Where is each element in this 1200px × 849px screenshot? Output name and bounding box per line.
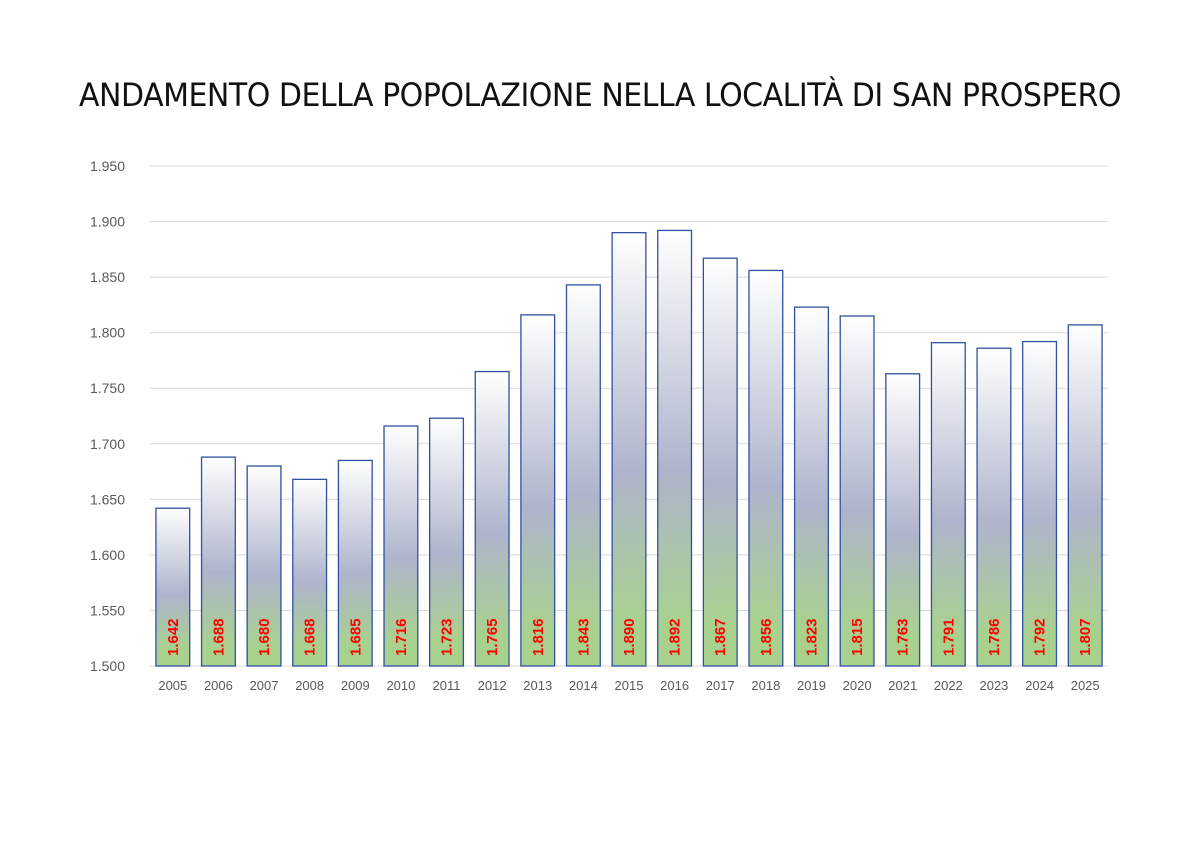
bar-2015 <box>611 232 647 667</box>
y-tick-label: 1.850 <box>90 269 125 285</box>
bar-2021 <box>885 373 921 667</box>
x-tick-label: 2025 <box>1071 678 1100 693</box>
bar-2018 <box>748 269 784 667</box>
data-labels: 1.642 1.688 1.680 1.668 1.685 1.716 1.723 1.765… <box>165 618 1094 656</box>
x-tick-label: 2024 <box>1025 678 1054 693</box>
bar-2010 <box>383 425 419 667</box>
data-label: 1.843 <box>575 618 592 656</box>
bar-2017 <box>702 257 738 667</box>
x-tick-label: 2010 <box>386 678 415 693</box>
x-tick-label: 2022 <box>934 678 963 693</box>
data-label: 1.815 <box>849 618 866 656</box>
bar-2023 <box>976 347 1012 667</box>
y-tick-label: 1.950 <box>90 158 125 174</box>
x-tick-label: 2019 <box>797 678 826 693</box>
bar-2008 <box>292 478 328 667</box>
chart-title: ANDAMENTO DELLA POPOLAZIONE NELLA LOCALI… <box>79 76 1121 115</box>
x-tick-label: 2023 <box>979 678 1008 693</box>
bar-2016 <box>657 229 693 667</box>
y-tick-label: 1.550 <box>90 602 125 618</box>
bar-2007 <box>246 465 282 667</box>
x-tick-label: 2007 <box>250 678 279 693</box>
y-axis: 1.500 1.550 1.600 1.650 1.700 1.750 1.800 1.850… <box>90 158 125 674</box>
y-tick-label: 1.500 <box>90 658 125 674</box>
data-label: 1.642 <box>165 618 182 656</box>
bar-2014 <box>565 284 601 667</box>
bars <box>155 229 1103 667</box>
x-tick-label: 2020 <box>843 678 872 693</box>
data-label: 1.765 <box>484 618 501 656</box>
data-label: 1.856 <box>758 618 775 656</box>
x-tick-label: 2011 <box>433 678 461 693</box>
y-tick-label: 1.600 <box>90 547 125 563</box>
bar-2005 <box>155 507 191 667</box>
x-tick-label: 2009 <box>341 678 370 693</box>
data-label: 1.807 <box>1077 618 1094 656</box>
data-label: 1.816 <box>530 618 547 656</box>
x-tick-label: 2015 <box>615 678 644 693</box>
y-tick-label: 1.900 <box>90 214 125 230</box>
bar-2019 <box>793 306 830 667</box>
bar-2020 <box>839 315 875 667</box>
bar-2012 <box>474 370 510 667</box>
y-tick-label: 1.750 <box>90 380 125 396</box>
data-label: 1.685 <box>347 618 364 656</box>
data-label: 1.892 <box>667 618 684 656</box>
x-tick-label: 2012 <box>478 678 507 693</box>
bar-2013 <box>520 314 556 667</box>
data-label: 1.867 <box>712 618 729 656</box>
y-tick-label: 1.700 <box>90 436 125 452</box>
x-tick-label: 2017 <box>706 678 735 693</box>
x-tick-label: 2005 <box>158 678 187 693</box>
data-label: 1.723 <box>439 618 456 656</box>
data-label: 1.716 <box>393 618 410 656</box>
data-label: 1.688 <box>210 618 227 656</box>
data-label: 1.786 <box>986 618 1003 656</box>
data-label: 1.823 <box>803 618 820 656</box>
x-tick-label: 2008 <box>295 678 324 693</box>
bar-2022 <box>930 342 966 667</box>
x-tick-label: 2006 <box>204 678 233 693</box>
bar-2025 <box>1067 324 1103 667</box>
x-tick-label: 2018 <box>751 678 780 693</box>
x-tick-label: 2014 <box>569 678 598 693</box>
bar-2011 <box>428 417 465 667</box>
data-label: 1.792 <box>1032 618 1049 656</box>
y-tick-label: 1.800 <box>90 325 125 341</box>
x-tick-label: 2016 <box>660 678 689 693</box>
x-tick-label: 2013 <box>523 678 552 693</box>
bar-2009 <box>337 459 373 667</box>
bar-2024 <box>1022 340 1058 667</box>
y-tick-label: 1.650 <box>90 491 125 507</box>
data-label: 1.890 <box>621 618 638 656</box>
x-axis: 2005 2006 2007 2008 2009 2010 2011 2012 2013 2014… <box>158 678 1099 693</box>
bar-2006 <box>200 456 236 667</box>
x-tick-label: 2021 <box>888 678 917 693</box>
data-label: 1.763 <box>895 618 912 656</box>
data-label: 1.680 <box>256 618 273 656</box>
data-label: 1.791 <box>940 618 957 656</box>
data-label: 1.668 <box>302 618 319 656</box>
